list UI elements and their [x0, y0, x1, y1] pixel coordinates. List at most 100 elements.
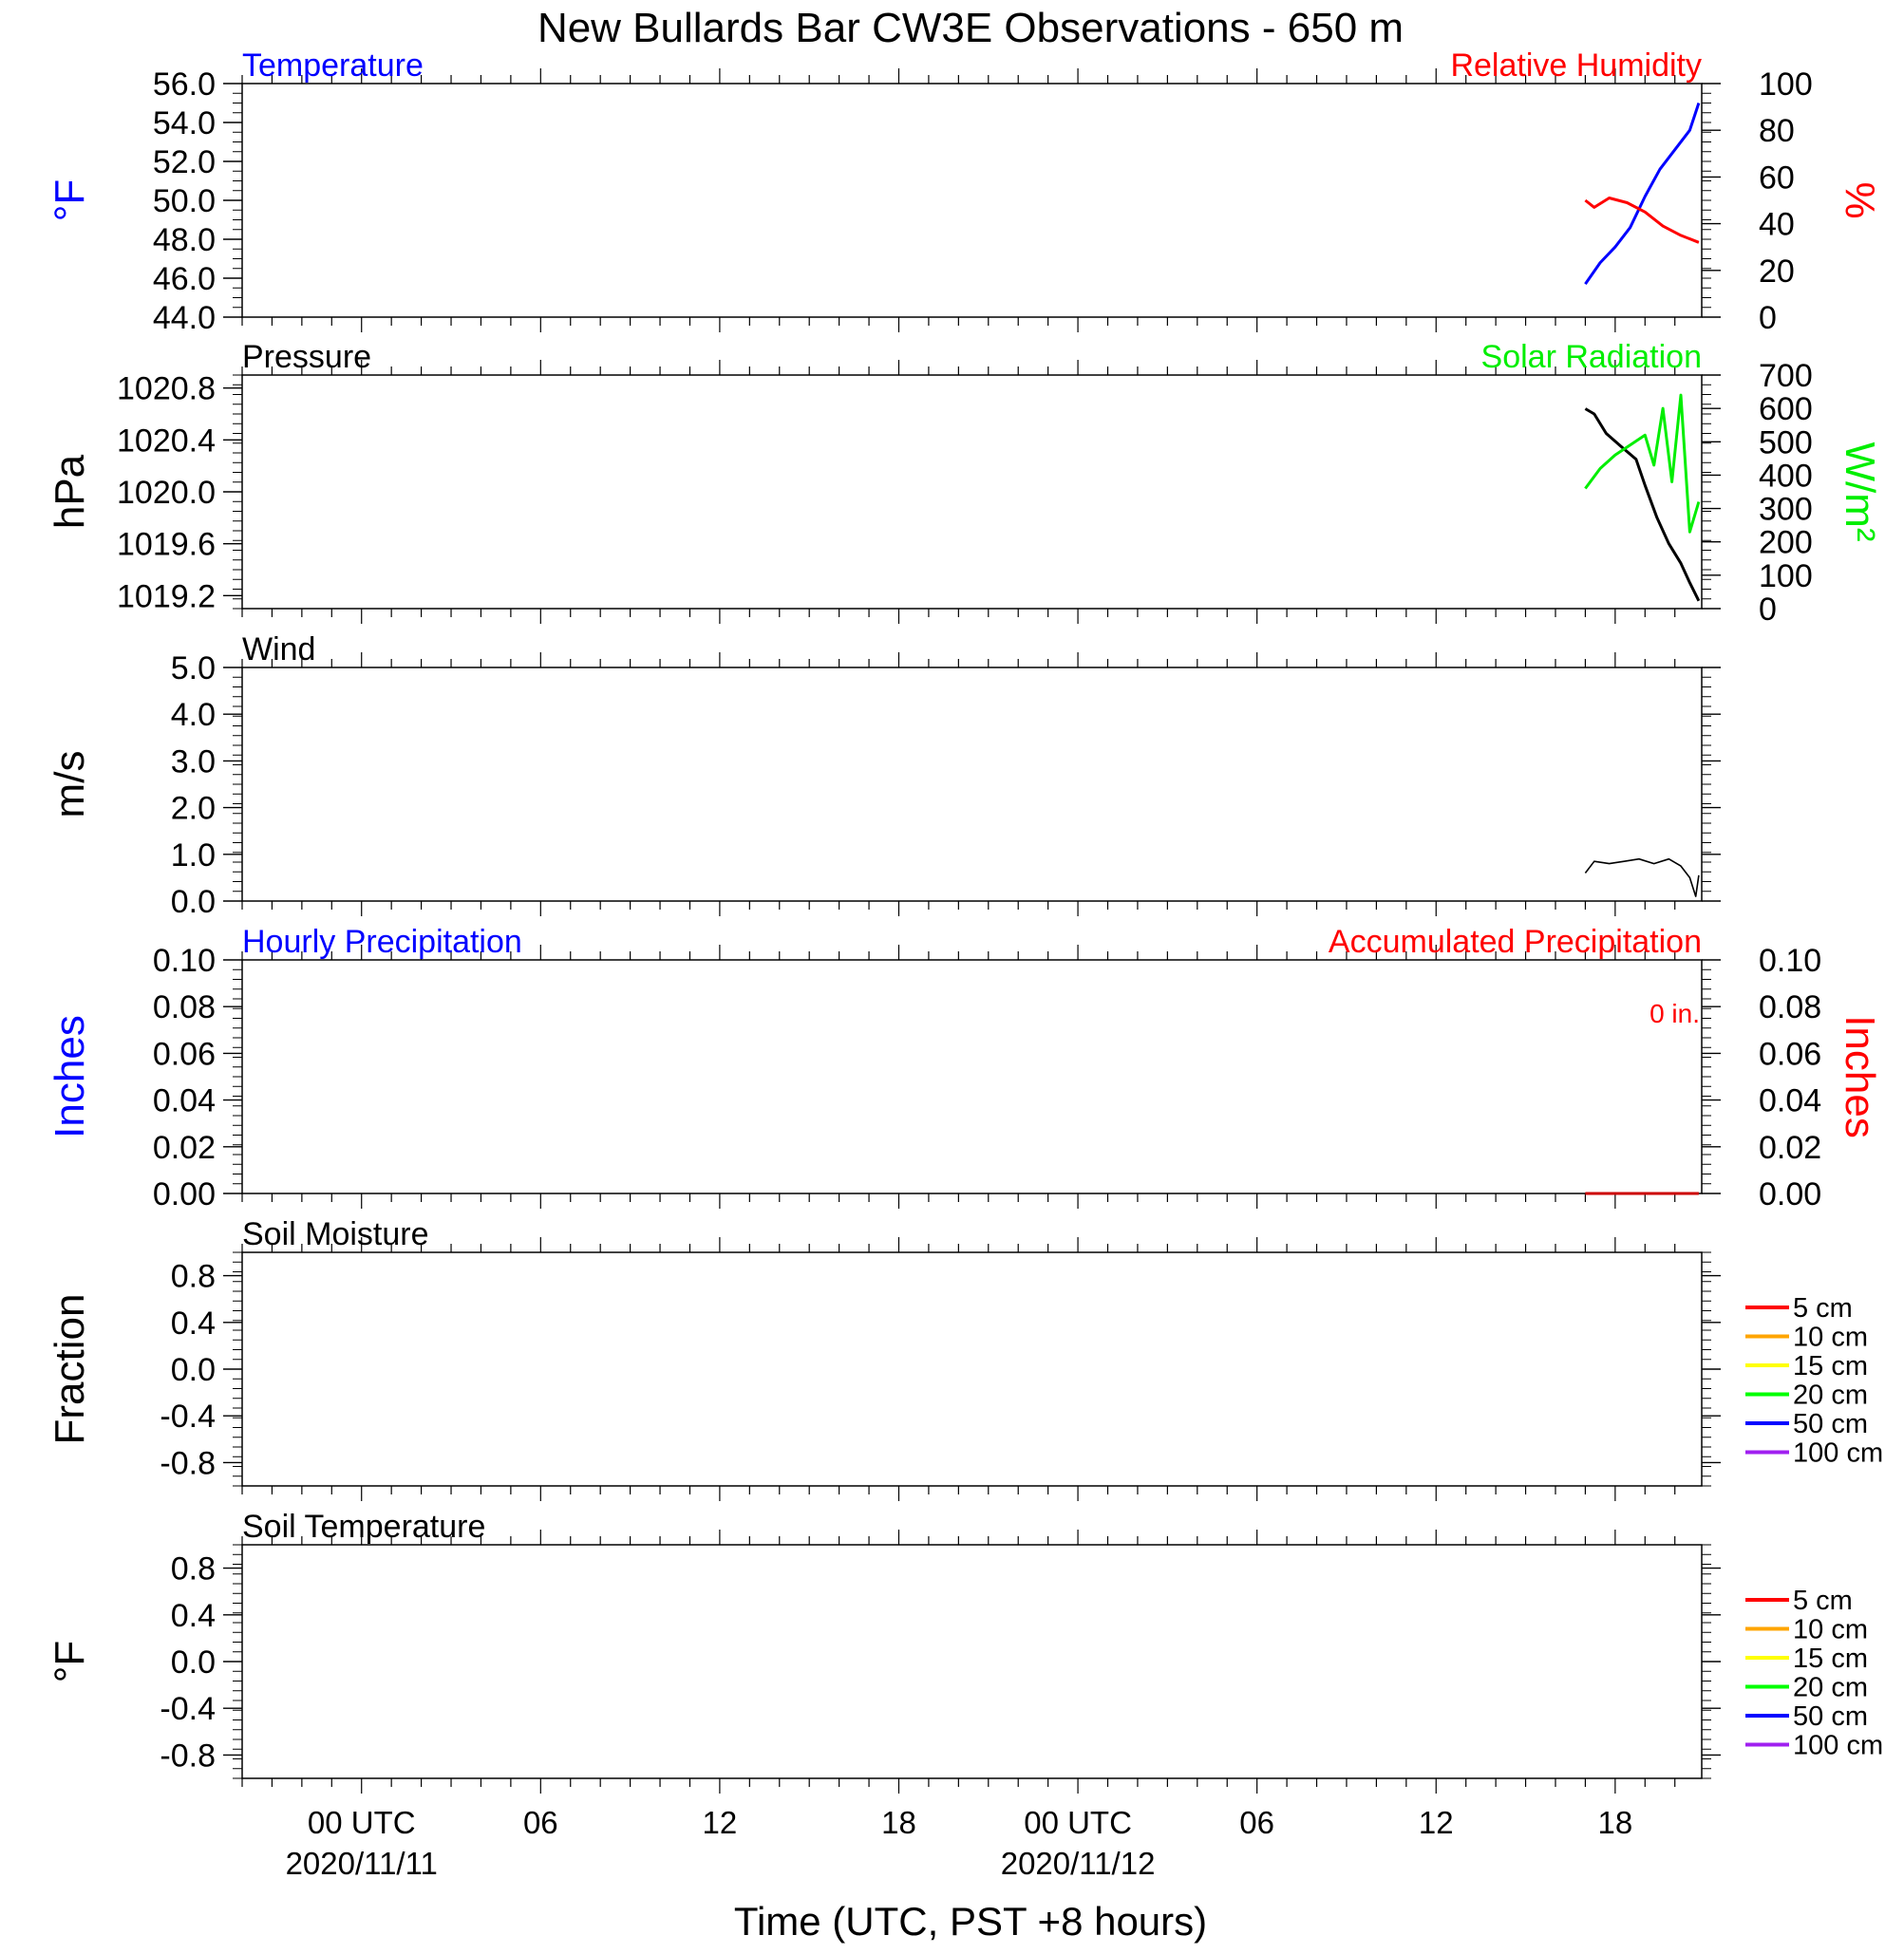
- y-tick-label: 2.0: [171, 791, 216, 827]
- y-tick-label: 0.8: [171, 1259, 216, 1295]
- plot-frame: [241, 959, 1703, 1194]
- panel-title-left: Soil Temperature: [242, 1509, 485, 1545]
- chart-title: New Bullards Bar CW3E Observations - 650…: [537, 5, 1404, 51]
- series-line-2: [1584, 197, 1700, 244]
- y-tick-label: 1019.6: [117, 527, 216, 563]
- legend-label: 50 cm: [1793, 1701, 1868, 1732]
- panel-1: 56.054.052.050.048.046.044.0 100 80 60 40 20 0…: [47, 47, 1883, 336]
- y-tick-label-right: 0.02: [1759, 1130, 1821, 1166]
- legend-label: 10 cm: [1793, 1323, 1868, 1353]
- panel-4: 0.10 0.08 0.06 0.04 0.02 0.00 0.10 0.08 0.06 0.04…: [47, 924, 1883, 1212]
- y-tick-label-right: 0.08: [1759, 989, 1821, 1025]
- legend-label: 20 cm: [1793, 1381, 1868, 1411]
- panel-title-left: Temperature: [242, 47, 424, 84]
- y-axis-label-left: hPa: [47, 454, 93, 529]
- y-tick-label: 56.0: [153, 66, 216, 103]
- legend-label: 100 cm: [1793, 1438, 1883, 1469]
- y-tick-label: 0.10: [153, 943, 216, 979]
- y-tick-label: 0.0: [171, 884, 216, 920]
- accumulated-annotation: 0 in.: [1650, 999, 1700, 1028]
- plot-frame: [241, 1544, 1703, 1779]
- y-axis-label-left: m/s: [47, 751, 93, 818]
- legend-label: 15 cm: [1793, 1351, 1868, 1381]
- panel-title-left: Soil Moisture: [242, 1216, 429, 1252]
- series-line-2: [1584, 393, 1701, 534]
- y-tick-label: -0.4: [160, 1399, 216, 1435]
- y-tick-label: -0.8: [160, 1738, 216, 1774]
- y-tick-label-right: 0: [1759, 300, 1777, 336]
- y-tick-label: 0.8: [171, 1551, 216, 1588]
- y-tick-label-right: 0.10: [1759, 943, 1821, 979]
- y-tick-label: 1.0: [171, 837, 216, 874]
- y-tick-label: 0.0: [171, 1644, 216, 1681]
- plot-frame: [241, 374, 1703, 610]
- y-tick-label: 48.0: [153, 222, 216, 258]
- y-tick-label: 0.0: [171, 1352, 216, 1388]
- panel-5: 0.8 0.4 0.0 -0.4 -0.8 Soil Moisture Fraction 5 …: [47, 1216, 1883, 1501]
- y-tick-label: 3.0: [171, 743, 216, 780]
- y-tick-label: 52.0: [153, 144, 216, 180]
- y-tick-label-right: 20: [1759, 254, 1795, 290]
- y-axis-label-right: Inches: [1837, 1015, 1883, 1138]
- panel-title-left: Hourly Precipitation: [242, 924, 522, 960]
- y-tick-label: 1020.8: [117, 371, 216, 407]
- y-tick-label: 4.0: [171, 697, 216, 733]
- panel-title-left: Wind: [242, 631, 315, 667]
- y-tick-label: 1019.2: [117, 578, 216, 614]
- y-tick-label-right: 0: [1759, 592, 1777, 628]
- y-tick-label: 0.04: [153, 1083, 216, 1119]
- y-tick-label-right: 600: [1759, 391, 1813, 427]
- y-tick-label: 44.0: [153, 300, 216, 336]
- y-tick-label: 50.0: [153, 183, 216, 219]
- x-tick-date-label: 2020/11/11: [286, 1846, 438, 1881]
- y-tick-label-right: 200: [1759, 525, 1813, 561]
- y-tick-label: 0.06: [153, 1036, 216, 1072]
- panel-3: 5.0 4.0 3.0 2.0 1.0 0.0 Wind m/s: [47, 631, 1721, 920]
- x-tick-label: 12: [703, 1805, 738, 1840]
- y-axis-label-right: W/m²: [1837, 442, 1883, 541]
- x-tick-label: 00 UTC: [1024, 1805, 1132, 1840]
- y-tick-label: 46.0: [153, 261, 216, 297]
- y-tick-label-right: 500: [1759, 424, 1813, 460]
- y-tick-label-right: 300: [1759, 492, 1813, 528]
- y-tick-label-right: 40: [1759, 207, 1795, 243]
- y-axis-label-left: Fraction: [47, 1294, 93, 1445]
- y-tick-label-right: 60: [1759, 160, 1795, 196]
- legend-label: 100 cm: [1793, 1731, 1883, 1761]
- y-tick-label-right: 0.00: [1759, 1176, 1821, 1212]
- x-tick-label: 06: [1239, 1805, 1274, 1840]
- plot-frame: [241, 1251, 1703, 1487]
- y-tick-label-right: 100: [1759, 558, 1813, 594]
- y-tick-label: 0.08: [153, 989, 216, 1025]
- y-axis-label-left: Inches: [47, 1015, 93, 1138]
- legend-label: 10 cm: [1793, 1615, 1868, 1645]
- y-axis-label-left: °F: [47, 179, 93, 221]
- y-axis-label-right: %: [1837, 181, 1883, 218]
- panel-title-right: Relative Humidity: [1450, 47, 1702, 84]
- series-line-1: [1584, 857, 1700, 897]
- y-tick-label: 0.4: [171, 1306, 216, 1342]
- y-tick-label: 0.00: [153, 1176, 216, 1212]
- y-tick-label: 1020.4: [117, 423, 216, 459]
- y-tick-label-right: 80: [1759, 113, 1795, 149]
- y-tick-label-right: 100: [1759, 66, 1813, 103]
- x-tick-label: 18: [881, 1805, 916, 1840]
- y-tick-label-right: 0.04: [1759, 1083, 1821, 1119]
- y-tick-label-right: 700: [1759, 358, 1813, 394]
- y-tick-label: -0.4: [160, 1691, 216, 1727]
- legend-label: 20 cm: [1793, 1673, 1868, 1703]
- panel-title-right: Accumulated Precipitation: [1329, 924, 1702, 960]
- y-tick-label-right: 0.06: [1759, 1036, 1821, 1072]
- x-tick-label: 12: [1419, 1805, 1454, 1840]
- y-tick-label: 54.0: [153, 105, 216, 141]
- x-tick-label: 18: [1597, 1805, 1632, 1840]
- legend-label: 50 cm: [1793, 1409, 1868, 1439]
- legend-label: 5 cm: [1793, 1293, 1853, 1324]
- y-tick-label: 0.4: [171, 1598, 216, 1634]
- plot-frame: [241, 667, 1703, 902]
- y-tick-label: 5.0: [171, 650, 216, 686]
